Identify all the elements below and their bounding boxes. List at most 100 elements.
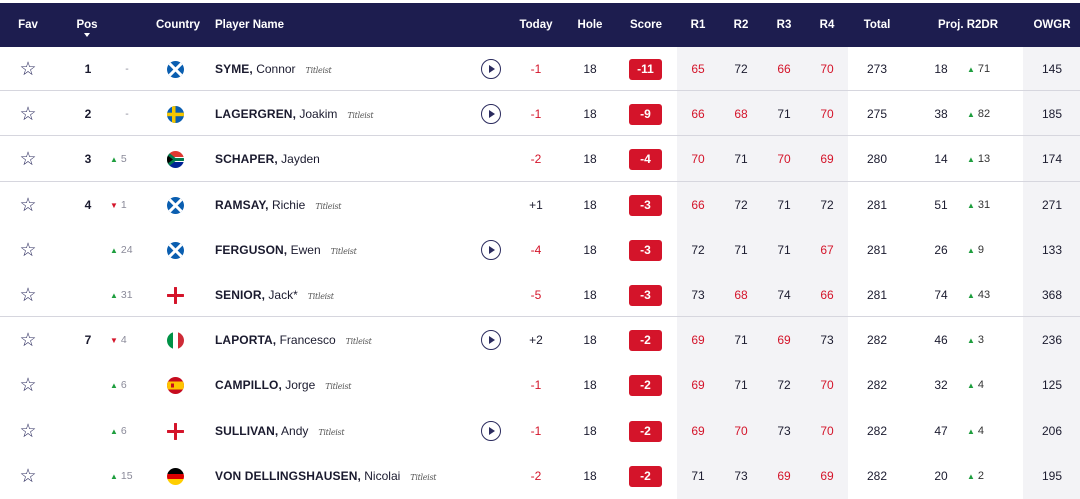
round-3-score: 71: [777, 197, 791, 212]
player-last-name: FERGUSON,: [215, 242, 288, 257]
player-last-name: SCHAPER,: [215, 152, 278, 167]
player-last-name: SYME,: [215, 62, 253, 76]
table-row[interactable]: ☆ ▲ 15 VON DELLINGSHAUSEN, Nicolai Titleist -…: [0, 454, 1080, 499]
round-3-score: 74: [777, 287, 791, 302]
header-r4: R4: [819, 19, 835, 31]
today-score: -2: [530, 152, 542, 167]
player-first-name: Jack*: [268, 287, 298, 302]
favorite-star-icon[interactable]: ☆: [19, 465, 37, 487]
round-4-score: 72: [820, 197, 834, 212]
position: 1: [84, 62, 92, 76]
round-2-score: 72: [734, 62, 748, 76]
favorite-star-icon[interactable]: ☆: [19, 239, 37, 261]
round-3-score: 66: [777, 62, 791, 76]
favorite-star-icon[interactable]: ☆: [19, 284, 37, 306]
player-last-name: LAGERGREN,: [215, 107, 297, 122]
projected-r2dr: 38: [934, 107, 948, 122]
score-badge: -3: [629, 194, 662, 216]
owgr-column-shade: [1023, 47, 1080, 499]
arrow-up-icon: ▲: [967, 155, 975, 165]
favorite-star-icon[interactable]: ☆: [19, 375, 37, 397]
sponsor-logo: Titleist: [315, 201, 342, 211]
player-first-name: Connor: [256, 62, 296, 76]
total-score: 282: [866, 378, 888, 393]
header-fav: Fav: [18, 19, 38, 31]
round-3-score: 69: [777, 468, 791, 483]
player-name[interactable]: RAMSAY, Richie Titleist: [215, 183, 342, 228]
rounds-column-shade: [677, 47, 848, 499]
round-4-score: 70: [820, 423, 834, 438]
table-row[interactable]: ☆ ▲ 6 SULLIVAN, Andy Titleist -1 18 -2 69 70 73 70 2…: [0, 409, 1080, 454]
player-name[interactable]: SCHAPER, Jayden: [215, 137, 320, 182]
favorite-star-icon[interactable]: ☆: [19, 104, 37, 126]
hole: 18: [583, 378, 597, 393]
header-r3: R3: [776, 19, 792, 31]
round-1-score: 73: [691, 287, 705, 302]
projected-r2dr: 32: [934, 378, 948, 393]
england-flag-icon: [167, 422, 184, 440]
owgr-rank: 125: [1041, 378, 1063, 393]
score-badge: -3: [629, 239, 662, 261]
favorite-star-icon[interactable]: ☆: [19, 149, 37, 171]
table-row[interactable]: ☆ 4 ▼ 1 RAMSAY, Richie Titleist +1 18 -3 66 72 71 72…: [0, 183, 1080, 228]
projected-r2dr: 20: [934, 468, 948, 483]
table-row[interactable]: ☆ 2 - LAGERGREN, Joakim Titleist -1 18 -9 66 68 71…: [0, 92, 1080, 137]
germany-flag-icon: [167, 467, 184, 485]
table-row[interactable]: ☆ 7 ▼ 4 LAPORTA, Francesco Titleist +2 18 -2 69 71…: [0, 318, 1080, 363]
projected-r2dr: 18: [934, 62, 948, 76]
favorite-star-icon[interactable]: ☆: [19, 330, 37, 352]
player-name[interactable]: FERGUSON, Ewen Titleist: [215, 228, 357, 273]
play-video-icon[interactable]: [481, 59, 501, 79]
position-movement: -: [125, 108, 129, 121]
header-score: Score: [630, 19, 662, 31]
sweden-flag-icon: [167, 106, 184, 124]
table-row[interactable]: ☆ ▲ 31 SENIOR, Jack* Titleist -5 18 -3 73 68 74 66 2…: [0, 273, 1080, 318]
total-score: 282: [866, 423, 888, 438]
player-last-name: SENIOR,: [215, 287, 266, 302]
favorite-star-icon[interactable]: ☆: [19, 59, 37, 80]
table-row[interactable]: ☆ ▲ 6 CAMPILLO, Jorge Titleist -1 18 -2 69 71 72 70…: [0, 363, 1080, 408]
scotland-flag-icon: [167, 61, 184, 78]
player-last-name: VON DELLINGSHAUSEN,: [215, 468, 361, 483]
header-pos[interactable]: Pos: [74, 3, 100, 47]
table-row[interactable]: ☆ ▲ 24 FERGUSON, Ewen Titleist -4 18 -3 72 71 71 67…: [0, 228, 1080, 273]
position-movement: ▲ 6: [110, 379, 127, 392]
play-video-icon[interactable]: [481, 239, 501, 260]
player-first-name: Andy: [281, 423, 309, 438]
favorite-star-icon[interactable]: ☆: [19, 420, 37, 442]
position: [80, 273, 96, 318]
round-3-score: 71: [777, 107, 791, 122]
arrow-up-icon: ▲: [967, 381, 975, 391]
round-2-score: 71: [734, 378, 748, 393]
header-today: Today: [519, 19, 553, 31]
total-score: 281: [866, 287, 888, 302]
play-video-icon[interactable]: [481, 420, 501, 441]
play-video-icon[interactable]: [481, 104, 501, 125]
table-row[interactable]: ☆ 3 ▲ 5 SCHAPER, Jayden -2 18 -4 70 71 70 69 280 14 ▲ 1…: [0, 137, 1080, 182]
player-name[interactable]: VON DELLINGSHAUSEN, Nicolai Titleist: [215, 454, 436, 499]
owgr-rank: 271: [1041, 197, 1063, 212]
r2dr-movement: ▲ 3: [967, 334, 985, 347]
projected-r2dr: 47: [934, 423, 948, 438]
player-rows: ☆ 1- SYME, Connor Titleist -1 18 -11 65 72 66 70 27…: [0, 47, 1080, 499]
round-1-score: 66: [691, 197, 705, 212]
table-row[interactable]: ☆ 1 - SYME, Connor Titleist -1 18 -11 65 72 66 70 27…: [0, 47, 1080, 92]
today-score: -4: [530, 242, 542, 257]
play-video-icon[interactable]: [481, 330, 501, 351]
round-4-score: 70: [820, 62, 834, 76]
owgr-rank: 174: [1041, 152, 1063, 167]
favorite-star-icon[interactable]: ☆: [19, 194, 37, 216]
today-score: -1: [530, 378, 542, 393]
player-name[interactable]: SULLIVAN, Andy Titleist: [215, 409, 345, 454]
position-movement: ▲ 15: [110, 469, 133, 482]
today-score: +2: [529, 333, 543, 348]
score-badge: -9: [629, 104, 662, 126]
player-name[interactable]: LAPORTA, Francesco Titleist: [215, 318, 372, 363]
player-name[interactable]: SYME, Connor Titleist: [215, 47, 332, 92]
position-movement: ▲ 24: [110, 243, 133, 256]
today-score: -2: [530, 468, 542, 483]
player-name[interactable]: LAGERGREN, Joakim Titleist: [215, 92, 374, 137]
player-name[interactable]: SENIOR, Jack* Titleist: [215, 273, 334, 318]
player-name[interactable]: CAMPILLO, Jorge Titleist: [215, 363, 351, 408]
arrow-up-icon: ▲: [110, 290, 118, 300]
